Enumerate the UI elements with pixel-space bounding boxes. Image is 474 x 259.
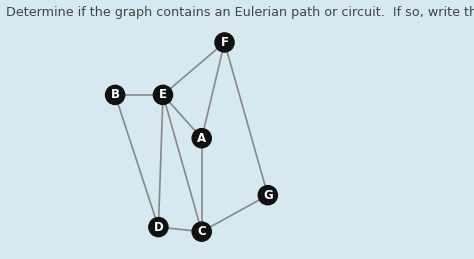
Text: B: B <box>110 88 119 101</box>
Circle shape <box>258 186 277 205</box>
Circle shape <box>154 85 173 104</box>
Circle shape <box>106 85 125 104</box>
Text: E: E <box>159 88 167 101</box>
Text: F: F <box>220 36 228 49</box>
Text: G: G <box>263 189 273 202</box>
Circle shape <box>215 33 234 52</box>
Circle shape <box>192 222 211 241</box>
Text: C: C <box>197 225 206 238</box>
Circle shape <box>149 218 168 237</box>
Text: D: D <box>154 221 163 234</box>
Text: A: A <box>197 132 206 145</box>
Circle shape <box>192 129 211 148</box>
Text: Determine if the graph contains an Eulerian path or circuit.  If so, write the p: Determine if the graph contains an Euler… <box>6 6 474 19</box>
